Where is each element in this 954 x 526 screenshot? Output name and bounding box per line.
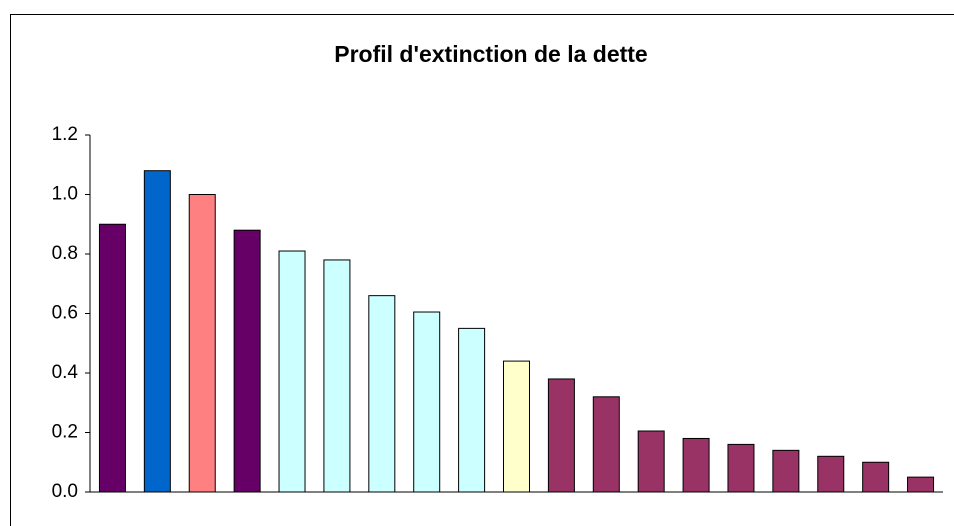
bar (143, 170, 171, 493)
bar (907, 476, 935, 493)
bar (637, 430, 665, 493)
bar (772, 449, 800, 493)
y-tick-label: 1.2 (52, 124, 78, 145)
bar (727, 443, 755, 493)
bar (368, 295, 396, 493)
chart-title: Profil d'extinction de la dette (334, 41, 647, 67)
y-tick-label: 0.6 (52, 303, 78, 324)
y-tick-label: 1.0 (52, 184, 78, 205)
bar (413, 311, 441, 493)
bar (862, 461, 890, 493)
bar (188, 194, 216, 493)
bar (278, 250, 306, 493)
bar (817, 455, 845, 493)
bar (323, 259, 351, 493)
bar (547, 378, 575, 493)
bar (592, 396, 620, 493)
bar (682, 437, 710, 493)
y-tick-label: 0.0 (52, 481, 78, 502)
y-tick-label: 0.4 (52, 362, 79, 383)
y-tick-label: 0.2 (52, 422, 78, 443)
y-tick-label: 0.8 (52, 243, 78, 264)
bar (503, 360, 530, 493)
bar (458, 327, 486, 493)
bar (233, 229, 261, 493)
bar (98, 223, 126, 493)
